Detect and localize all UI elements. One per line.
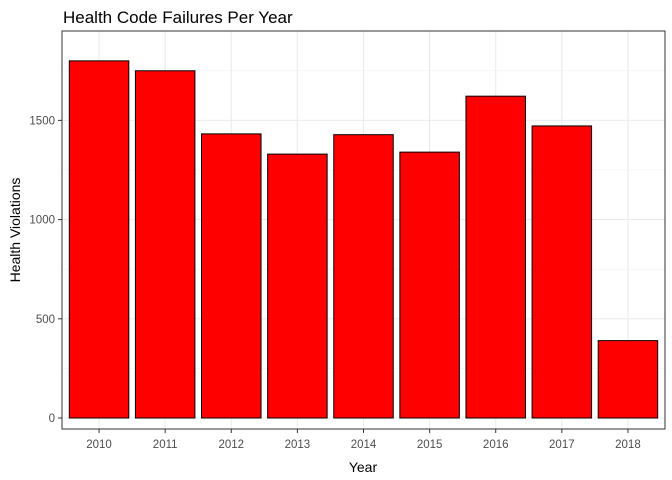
- bar-2016: [465, 95, 526, 419]
- bar-2010: [68, 60, 130, 419]
- x-tick-label: 2013: [285, 439, 311, 451]
- y-axis-title: Health Violations: [7, 178, 23, 283]
- x-tick-label: 2018: [615, 439, 641, 451]
- y-tick-label: 500: [36, 314, 55, 326]
- x-tick-label: 2017: [549, 439, 575, 451]
- x-axis-title: Year: [349, 459, 378, 475]
- bar-2014: [333, 134, 394, 419]
- bar-2012: [201, 133, 262, 419]
- y-axis-ticks: 0 500 1000 1500: [29, 115, 62, 425]
- chart-title: Health Code Failures Per Year: [63, 8, 293, 27]
- bar-2011: [134, 70, 196, 419]
- y-tick-label: 0: [49, 413, 55, 425]
- bar-2013: [267, 153, 328, 419]
- x-tick-label: 2012: [218, 439, 244, 451]
- x-tick-label: 2011: [153, 439, 178, 451]
- bar-2017: [531, 125, 593, 419]
- x-axis-ticks: 2010 2011 2012 2013 2014 2015 2016 2017 2018: [86, 429, 641, 451]
- x-tick-label: 2014: [351, 439, 377, 451]
- x-tick-label: 2015: [417, 439, 443, 451]
- y-tick-label: 1000: [29, 215, 55, 227]
- x-tick-label: 2010: [86, 439, 112, 451]
- y-tick-label: 1500: [29, 115, 55, 127]
- bars: [68, 60, 659, 419]
- x-tick-label: 2016: [483, 439, 509, 451]
- bar-2018: [597, 340, 659, 419]
- bar-2015: [399, 151, 460, 419]
